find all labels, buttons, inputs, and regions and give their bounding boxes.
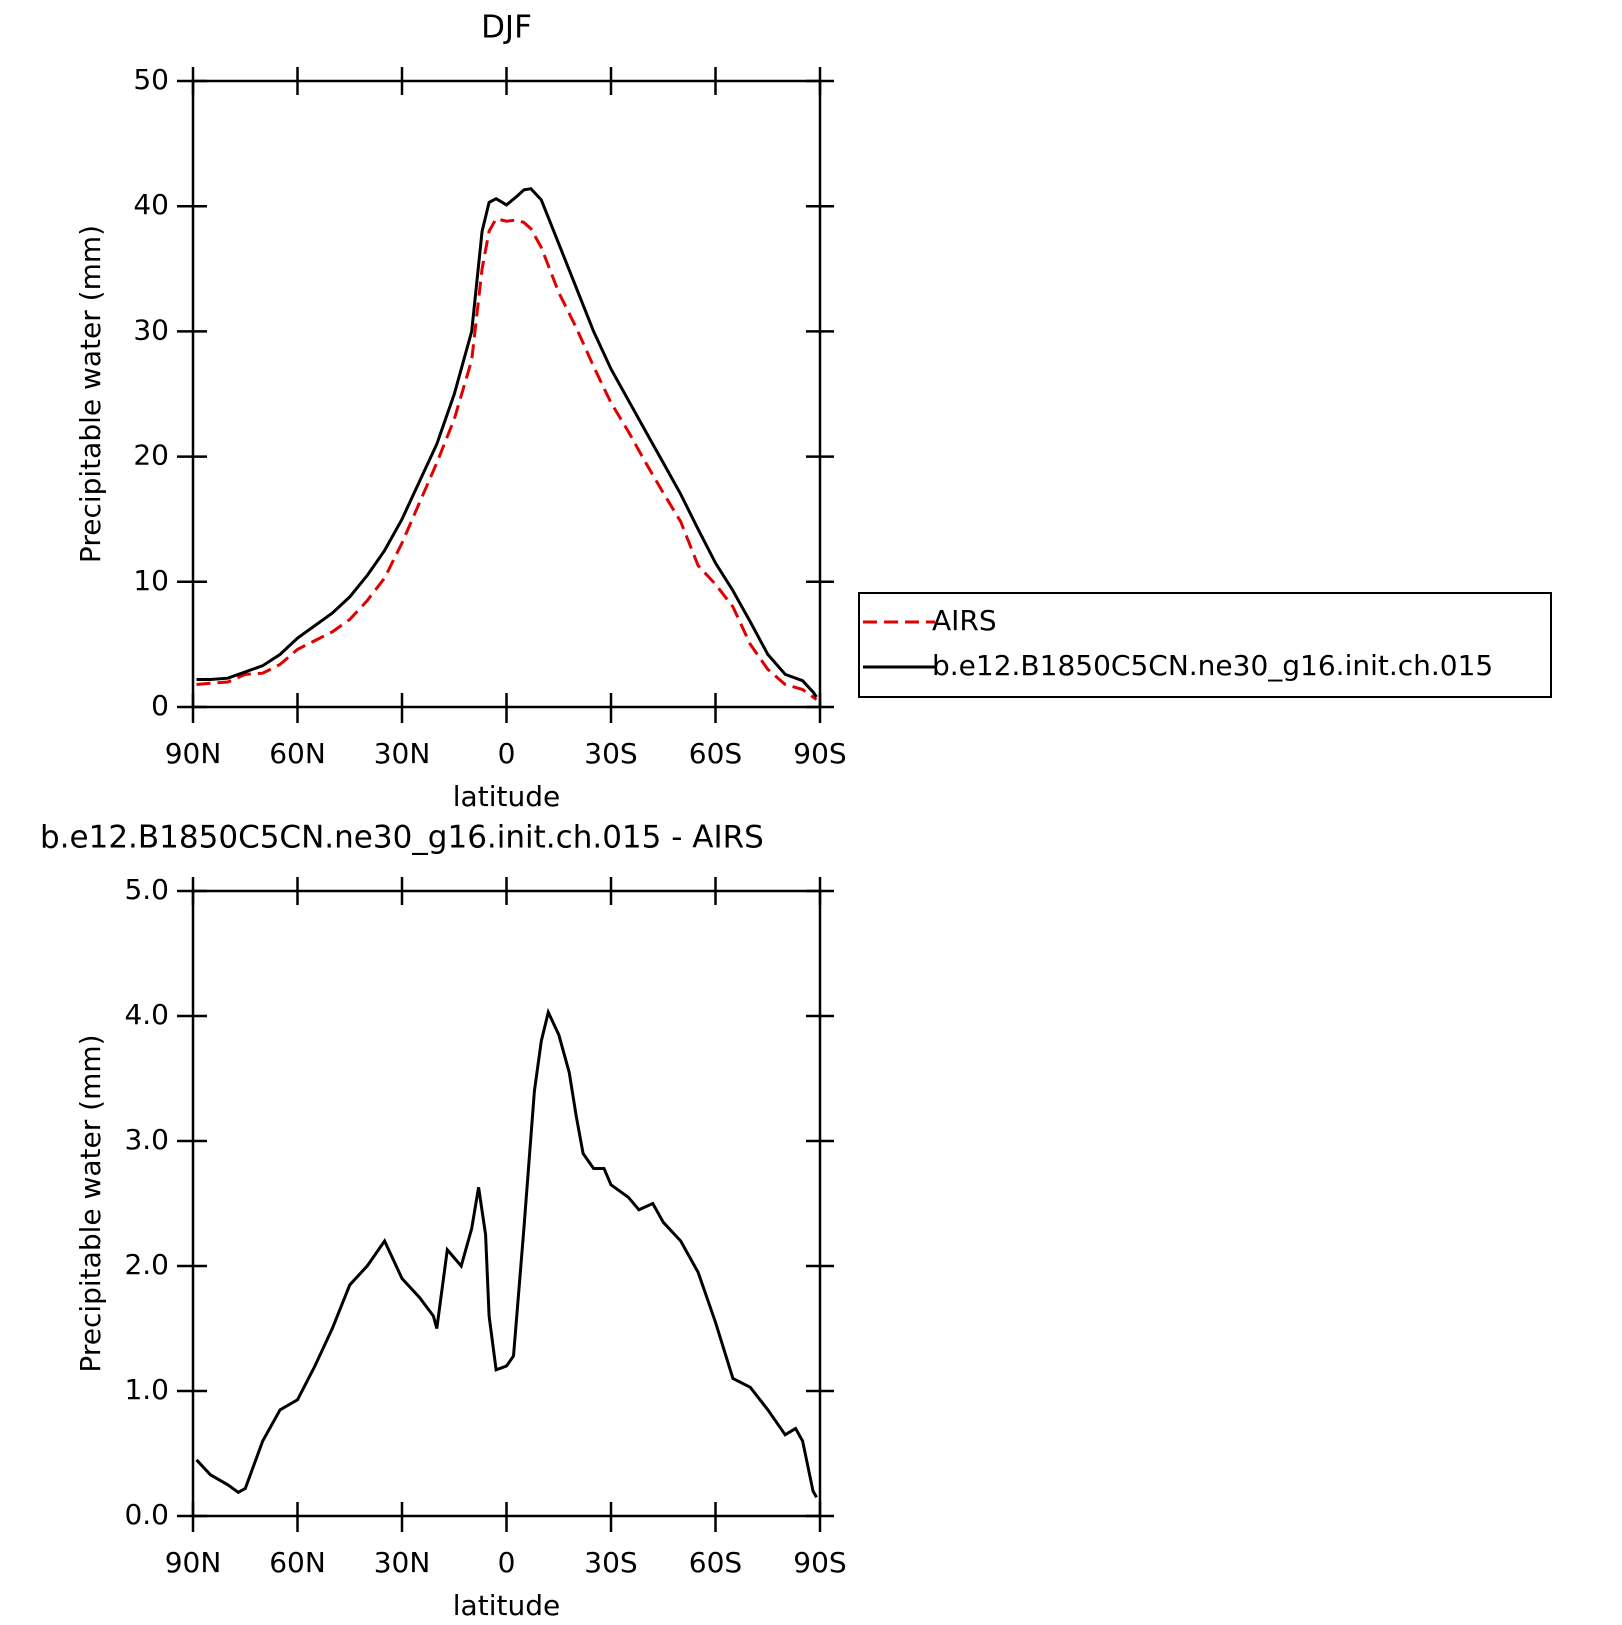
x-tick-label: 90S [793, 737, 846, 770]
data-line [196, 216, 818, 701]
x-tick-label: 0 [498, 1546, 516, 1579]
x-axis-label: latitude [453, 780, 560, 813]
y-tick-label: 2.0 [124, 1248, 169, 1281]
x-tick-label: 90N [165, 737, 222, 770]
legend-box [858, 592, 1552, 698]
plot-frame [191, 889, 822, 1518]
legend-label: AIRS [932, 604, 997, 637]
y-axis-label: Precipitable water (mm) [74, 225, 107, 563]
y-tick-label: 10 [133, 564, 169, 597]
y-tick-label: 5.0 [124, 873, 169, 906]
plot-frame [191, 79, 822, 709]
x-tick-label: 90N [165, 1546, 222, 1579]
y-tick-label: 0 [151, 689, 169, 722]
x-tick-label: 30S [584, 737, 637, 770]
y-axis-label: Precipitable water (mm) [74, 1034, 107, 1372]
y-tick-label: 40 [133, 188, 169, 221]
y-tick-label: 3.0 [124, 1123, 169, 1156]
x-tick-label: 30N [374, 737, 431, 770]
data-line [195, 1007, 818, 1499]
y-tick-label: 1.0 [124, 1373, 169, 1406]
x-tick-label: 30S [584, 1546, 637, 1579]
x-tick-label: 60N [269, 1546, 326, 1579]
x-axis-label: latitude [453, 1589, 560, 1622]
chart-title: DJF [481, 10, 532, 46]
chart-title: b.e12.B1850C5CN.ne30_g16.init.ch.015 - A… [40, 820, 764, 856]
data-line [196, 187, 818, 698]
x-tick-label: 60S [689, 737, 742, 770]
y-tick-label: 4.0 [124, 998, 169, 1031]
x-tick-label: 0 [498, 737, 516, 770]
y-tick-label: 50 [133, 63, 169, 96]
x-tick-label: 90S [793, 1546, 846, 1579]
x-tick-label: 60S [689, 1546, 742, 1579]
y-tick-label: 0.0 [124, 1498, 169, 1531]
x-tick-label: 60N [269, 737, 326, 770]
legend-label: b.e12.B1850C5CN.ne30_g16.init.ch.015 [932, 649, 1493, 682]
x-tick-label: 30N [374, 1546, 431, 1579]
y-tick-label: 30 [133, 313, 169, 346]
y-tick-label: 20 [133, 439, 169, 472]
